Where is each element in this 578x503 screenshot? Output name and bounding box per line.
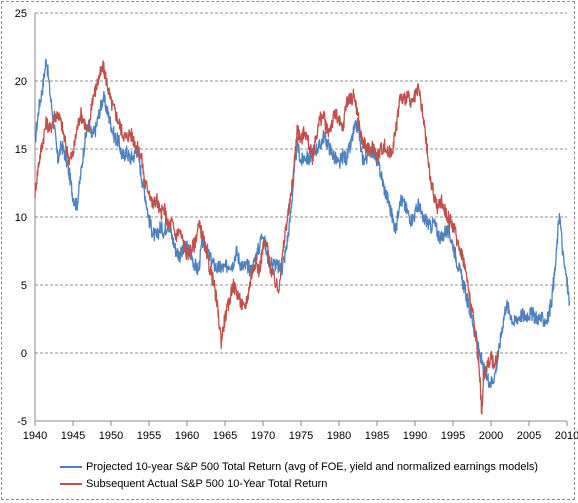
x-tick-label: 1975 [289,430,313,442]
series-line-actual [34,60,500,415]
legend: Projected 10-year S&P 500 Total Return (… [60,458,560,492]
legend-label-projected: Projected 10-year S&P 500 Total Return (… [86,460,539,473]
legend-item-actual: Subsequent Actual S&P 500 10-Year Total … [60,475,560,492]
x-tick-label: 2005 [517,430,541,442]
legend-label-actual: Subsequent Actual S&P 500 10-Year Total … [86,477,328,490]
x-tick-label: 1950 [99,430,123,442]
y-tick-label: -5 [17,416,27,428]
legend-swatch-projected [60,465,82,468]
x-tick-label: 1970 [251,430,275,442]
x-tick-label: 1980 [327,430,351,442]
x-tick-label: 1965 [213,430,237,442]
x-tick-label: 1995 [441,430,465,442]
x-tick-label: 1960 [175,430,199,442]
x-tick-label: 1990 [403,430,427,442]
x-tick-label: 1985 [365,430,389,442]
y-tick-label: 25 [15,8,27,20]
x-tick-label: 1945 [61,430,85,442]
legend-item-projected: Projected 10-year S&P 500 Total Return (… [60,458,560,475]
x-tick-label: 2010 [555,430,578,442]
y-tick-label: 0 [21,348,27,360]
y-tick-label: 5 [21,280,27,292]
legend-swatch-actual [60,482,82,485]
x-tick-label: 2000 [479,430,503,442]
x-tick-label: 1955 [137,430,161,442]
y-tick-label: 20 [15,76,27,88]
y-tick-label: 15 [15,144,27,156]
y-tick-label: 10 [15,212,27,224]
series-line-projected [34,58,570,389]
x-tick-label: 1940 [23,430,47,442]
